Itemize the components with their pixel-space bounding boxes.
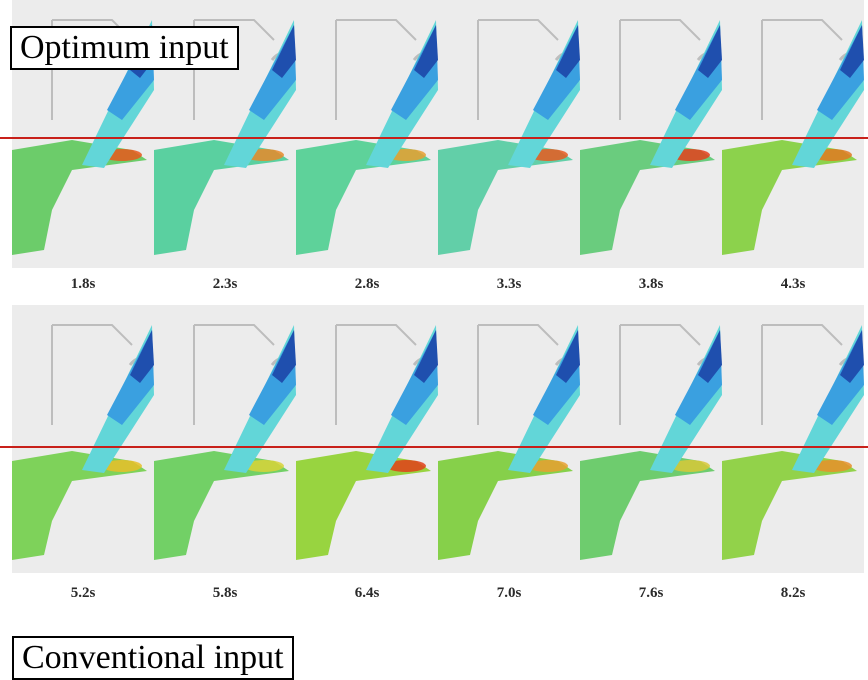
conventional-row: Conventional input 5.2s 5.8s 6.4s 7.0s 7.6s 8… [0, 305, 868, 680]
time-label: 2.8s [354, 276, 380, 292]
simulation-frame [12, 305, 154, 573]
casting-fill-image [580, 0, 722, 268]
time-label: 3.8s [638, 276, 664, 292]
time-label: 7.0s [496, 585, 522, 601]
simulation-frame [296, 0, 438, 268]
simulation-frame [154, 305, 296, 573]
conventional-caption: Conventional input [12, 636, 294, 680]
casting-fill-image [722, 305, 864, 573]
simulation-frame [580, 0, 722, 268]
optimum-caption: Optimum input [10, 26, 239, 70]
simulation-frame [296, 305, 438, 573]
time-label: 6.4s [354, 585, 380, 601]
casting-fill-image [296, 305, 438, 573]
casting-fill-image [154, 305, 296, 573]
casting-fill-image [722, 0, 864, 268]
time-label: 4.3s [780, 276, 806, 292]
casting-fill-image [438, 0, 580, 268]
simulation-frame [438, 0, 580, 268]
casting-fill-image [12, 305, 154, 573]
simulation-frame [580, 305, 722, 573]
reference-line-top [0, 137, 868, 139]
time-label: 5.2s [70, 585, 96, 601]
simulation-frame [722, 0, 864, 268]
reference-line-bottom [0, 446, 868, 448]
time-label: 8.2s [780, 585, 806, 601]
time-label: 5.8s [212, 585, 238, 601]
time-label: 1.8s [70, 276, 96, 292]
simulation-frame [438, 305, 580, 573]
casting-fill-image [580, 305, 722, 573]
time-label: 3.3s [496, 276, 522, 292]
time-label: 2.3s [212, 276, 238, 292]
optimum-row: Optimum input 1.8s 2.3s 2.8s 3.3s 3.8s 4.3s [0, 0, 868, 305]
time-label: 7.6s [638, 585, 664, 601]
casting-fill-image [438, 305, 580, 573]
casting-fill-image [296, 0, 438, 268]
simulation-frame [722, 305, 864, 573]
